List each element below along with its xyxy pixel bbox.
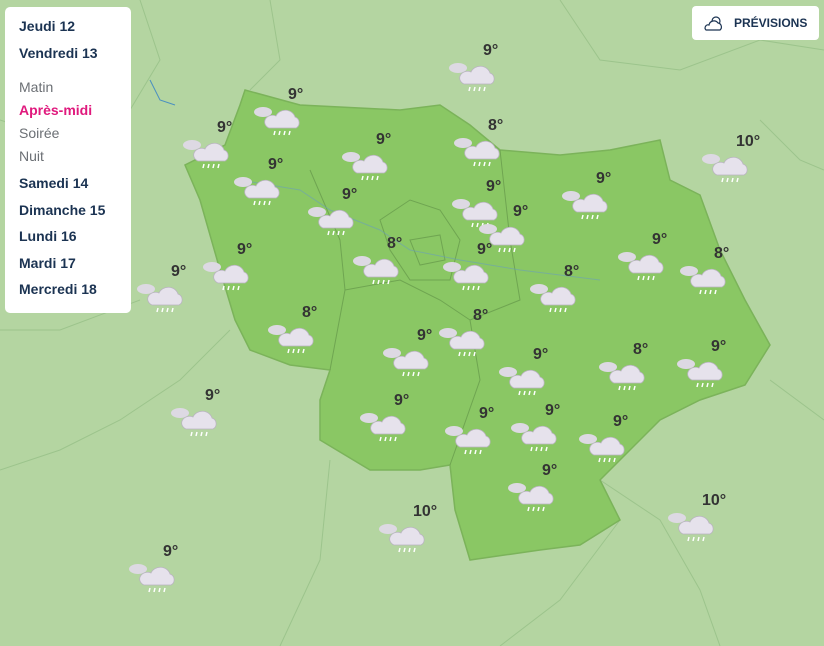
sun-cloud-icon xyxy=(704,16,722,31)
forecast-label: PRÉVISIONS xyxy=(734,16,808,30)
rain-cloud-icon[interactable] xyxy=(357,404,417,464)
day-dimanche-15[interactable]: Dimanche 15 xyxy=(19,201,106,218)
period-matin[interactable]: Matin xyxy=(19,79,54,95)
temperature-label: 9° xyxy=(486,178,502,195)
temperature-label: 9° xyxy=(394,392,410,409)
rain-cloud-icon[interactable] xyxy=(476,215,536,275)
day-lundi-16[interactable]: Lundi 16 xyxy=(19,228,77,244)
temperature-label: 9° xyxy=(171,263,187,280)
rain-cloud-icon[interactable] xyxy=(674,350,734,410)
temperature-label: 8° xyxy=(633,341,649,358)
rain-cloud-icon[interactable] xyxy=(380,339,440,399)
rain-cloud-icon[interactable] xyxy=(699,145,759,205)
temperature-label: 9° xyxy=(513,203,529,220)
temperature-label: 9° xyxy=(542,462,558,479)
day-samedi-14[interactable]: Samedi 14 xyxy=(19,175,89,191)
day-vendredi-13[interactable]: Vendredi 13 xyxy=(19,44,98,61)
temperature-label: 8° xyxy=(564,263,580,280)
temperature-label: 9° xyxy=(711,338,727,355)
rain-cloud-icon[interactable] xyxy=(442,417,502,477)
rain-cloud-icon[interactable] xyxy=(677,257,737,317)
temperature-label: 10° xyxy=(413,503,438,520)
rain-cloud-icon[interactable] xyxy=(180,131,240,191)
rain-cloud-icon[interactable] xyxy=(449,190,509,250)
temperature-label: 10° xyxy=(736,133,761,150)
rain-cloud-icon[interactable] xyxy=(440,253,500,313)
rain-cloud-icon[interactable] xyxy=(134,275,194,335)
temperature-label: 9° xyxy=(545,402,561,419)
temperature-label: 9° xyxy=(288,86,304,103)
temperature-label: 8° xyxy=(714,245,730,262)
period-soiree[interactable]: Soirée xyxy=(19,125,60,141)
temperature-label: 9° xyxy=(596,170,612,187)
rain-cloud-icon[interactable] xyxy=(339,143,399,203)
rain-cloud-icon[interactable] xyxy=(451,129,511,189)
rain-cloud-icon[interactable] xyxy=(200,253,260,313)
rain-cloud-icon[interactable] xyxy=(559,182,619,242)
rain-cloud-icon[interactable] xyxy=(615,243,675,303)
rain-cloud-icon[interactable] xyxy=(576,425,636,485)
rain-cloud-icon[interactable] xyxy=(436,319,496,379)
temperature-label: 9° xyxy=(376,131,392,148)
rain-cloud-icon[interactable] xyxy=(231,168,291,228)
temperature-label: 9° xyxy=(483,42,499,59)
rain-cloud-icon[interactable] xyxy=(527,275,587,335)
temperature-label: 9° xyxy=(652,231,668,248)
rain-cloud-icon[interactable] xyxy=(446,54,506,114)
rain-cloud-icon[interactable] xyxy=(596,353,656,413)
temperature-label: 9° xyxy=(613,413,629,430)
rain-cloud-icon[interactable] xyxy=(168,399,228,459)
rain-cloud-icon[interactable] xyxy=(496,358,556,418)
temperature-label: 9° xyxy=(268,156,284,173)
rain-cloud-icon[interactable] xyxy=(376,515,436,575)
rain-cloud-icon[interactable] xyxy=(505,474,565,534)
rain-cloud-icon[interactable] xyxy=(350,247,410,307)
day-menu: Jeudi 12 Vendredi 13 Matin Après-midi So… xyxy=(5,7,131,313)
temperature-label: 9° xyxy=(205,387,221,404)
rain-cloud-icon[interactable] xyxy=(251,98,311,158)
temperature-label: 8° xyxy=(473,307,489,324)
day-mardi-17[interactable]: Mardi 17 xyxy=(19,254,76,271)
temperature-label: 9° xyxy=(477,241,493,258)
temperature-label: 9° xyxy=(217,119,233,136)
temperature-label: 8° xyxy=(387,235,403,252)
temperature-label: 9° xyxy=(342,186,358,203)
temperature-label: 8° xyxy=(302,304,318,321)
temperature-label: 9° xyxy=(163,543,179,560)
period-apres-midi[interactable]: Après-midi xyxy=(19,102,93,118)
ile-de-france-region xyxy=(184,89,771,561)
rain-cloud-icon[interactable] xyxy=(265,316,325,376)
temperature-label: 8° xyxy=(488,117,504,134)
rain-cloud-icon[interactable] xyxy=(508,414,568,474)
temperature-label: 10° xyxy=(702,492,727,509)
rain-cloud-icon[interactable] xyxy=(305,198,365,258)
temperature-label: 9° xyxy=(417,327,433,344)
day-mercredi-18[interactable]: Mercredi 18 xyxy=(19,281,97,297)
rain-cloud-icon[interactable] xyxy=(665,504,725,564)
temperature-label: 9° xyxy=(533,346,549,363)
day-jeudi-12[interactable]: Jeudi 12 xyxy=(19,18,76,34)
forecast-button[interactable]: PRÉVISIONS xyxy=(692,6,819,40)
temperature-label: 9° xyxy=(237,241,253,258)
period-nuit[interactable]: Nuit xyxy=(19,148,44,164)
rain-cloud-icon[interactable] xyxy=(126,555,186,615)
temperature-label: 9° xyxy=(479,405,495,422)
